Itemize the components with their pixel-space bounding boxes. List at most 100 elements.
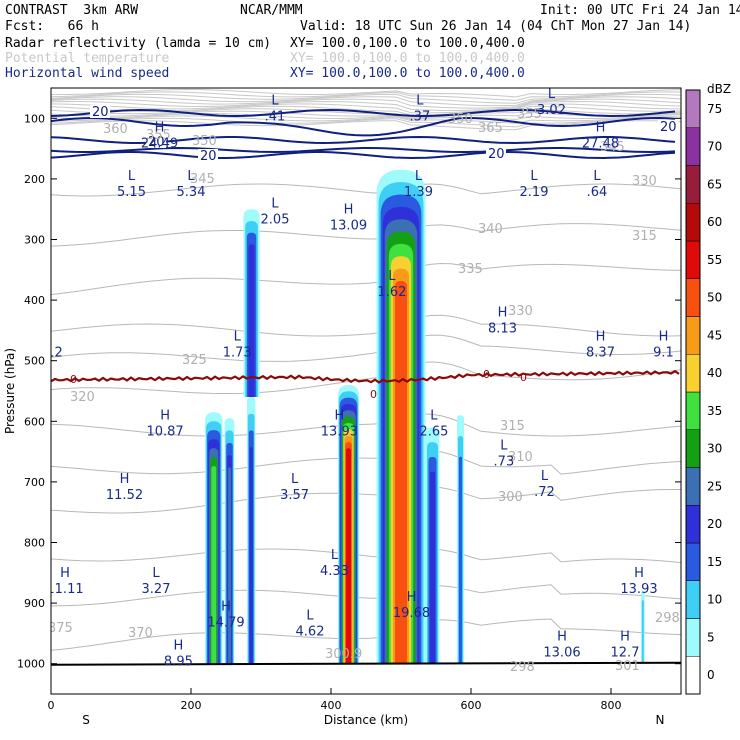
theta-contour	[51, 584, 681, 607]
contour-labels: 20 20 20 20 20 360 355 350 345 340 335 330 325 320 315…	[48, 105, 681, 675]
extremum-type: H	[120, 472, 130, 487]
colorbar-frame	[685, 89, 701, 695]
theta-contour-upper	[51, 93, 681, 104]
reflectivity-layer	[249, 447, 253, 664]
colorbar-label: 20	[707, 517, 722, 531]
extremum-value: 1.73	[223, 346, 252, 361]
x-tick-label: 400	[321, 699, 342, 712]
colorbar-swatch	[685, 580, 701, 619]
freezing-level-label: 0	[483, 368, 490, 381]
colorbar-swatch	[685, 278, 701, 317]
freezing-level	[51, 369, 680, 384]
theta-contour-upper	[51, 110, 681, 119]
theta-contour-label: 345	[600, 140, 625, 155]
theta-contour-label: 345	[190, 172, 215, 187]
extremum-type: H	[596, 121, 606, 136]
theta-contour-label: 360	[103, 122, 128, 137]
theta-contour-label: 300.9	[325, 647, 362, 662]
extremum-type: L	[152, 566, 160, 581]
extremum-value: 3.27	[142, 582, 171, 597]
colorbar-label: 25	[707, 479, 722, 493]
theta-contour-upper	[51, 117, 681, 128]
theta-contour-label: 350	[192, 134, 217, 149]
theta-contours	[51, 183, 681, 651]
y-tick-label: 500	[24, 355, 45, 368]
theta-contour-upper	[51, 108, 681, 118]
theta-contour-label: 320	[70, 390, 95, 405]
extremum-type: L	[430, 408, 438, 423]
reflectivity-layer	[227, 467, 232, 664]
extremum-value: 4.33	[320, 564, 349, 579]
extremum-value: 3.02	[537, 103, 566, 118]
freezing-level-label: 0	[370, 388, 377, 401]
extremum-type: L	[541, 469, 549, 484]
label-bg	[198, 149, 218, 162]
extrema-labels: L.41L.37L3.02H24.49H27.48L5.15L5.34L2.05…	[46, 87, 674, 670]
theta-contour-label: 298	[510, 660, 535, 675]
extremum-value: 19.68	[393, 606, 430, 621]
extremum-type: H	[60, 566, 70, 581]
label-bg	[146, 135, 166, 148]
theta-contour-upper	[51, 96, 681, 107]
wind-contour	[51, 146, 676, 154]
colorbar-swatch	[685, 391, 701, 430]
colorbar-swatch	[685, 165, 701, 204]
extremum-type: L	[416, 93, 424, 108]
colorbar-swatch	[685, 467, 701, 506]
y-tick-label: 700	[24, 476, 45, 489]
colorbar-swatch	[685, 542, 701, 581]
y-tick-label: 200	[24, 173, 45, 186]
colorbar-swatch	[685, 240, 701, 279]
extremum-type: L	[128, 169, 136, 184]
extremum-type: L	[500, 439, 508, 454]
reflectivity-layer	[641, 600, 644, 664]
label-bg	[486, 147, 506, 160]
extremum-type: H	[160, 408, 170, 423]
extremum-type: L	[271, 93, 279, 108]
extremum-value: 5.15	[117, 185, 146, 200]
freezing-level-label: 0	[70, 373, 77, 386]
extremum-type: L	[548, 87, 556, 102]
field2-xy: XY= 100.0,100.0 to 100.0,400.0	[290, 51, 525, 66]
theta-contour-upper	[51, 113, 681, 121]
theta-contour	[51, 314, 681, 337]
extremum-type: H	[221, 599, 231, 614]
colorbar-label: 0	[707, 668, 715, 682]
theta-contour-upper	[51, 103, 681, 114]
x-axis-label: Distance (km)	[324, 713, 408, 727]
extremum-type: L	[291, 472, 299, 487]
field1-xy: XY= 100.0,100.0 to 100.0,400.0	[290, 36, 525, 51]
theta-contour-upper	[51, 100, 681, 111]
wind-contour-label: 20	[488, 147, 505, 162]
theta-contour-label: 375	[48, 621, 73, 636]
colorbar-label: 45	[707, 328, 722, 342]
theta-contour-label: 301	[615, 659, 640, 674]
extremum-value: 12.7	[611, 646, 640, 661]
reflectivity-cells	[205, 169, 645, 664]
theta-contour-label: 340	[478, 222, 503, 237]
x-tick-label: 0	[48, 699, 55, 712]
extremum-type: L	[271, 196, 279, 211]
extremum-value: .72	[534, 485, 555, 500]
wind-contour-label: 20	[660, 120, 677, 135]
extremum-value: 11.11	[46, 582, 83, 597]
colorbar-label: 35	[707, 404, 722, 418]
extremum-value: 10.87	[146, 424, 183, 439]
theta-contour	[51, 262, 681, 296]
colorbar-label: 75	[707, 102, 722, 116]
extremum-value: 9.1	[653, 346, 674, 361]
reflectivity-layer	[248, 244, 255, 398]
extremum-type: H	[344, 202, 354, 217]
extremum-value: 2.05	[261, 212, 290, 227]
extremum-value: 13.93	[321, 424, 358, 439]
colorbar-label: 60	[707, 215, 722, 229]
extremum-type: H	[659, 330, 669, 345]
field1-label: Radar reflectivity (lamda = 10 cm)	[5, 36, 272, 51]
reflectivity-layer	[211, 466, 217, 664]
extremum-type: L	[331, 548, 339, 563]
freezing-level-label: 0	[520, 371, 527, 384]
theta-contour-upper	[51, 98, 681, 109]
extremum-type: H	[155, 121, 165, 136]
y-axis-label: Pressure (hPa)	[3, 348, 17, 434]
theta-contour-label: 330	[508, 304, 533, 319]
